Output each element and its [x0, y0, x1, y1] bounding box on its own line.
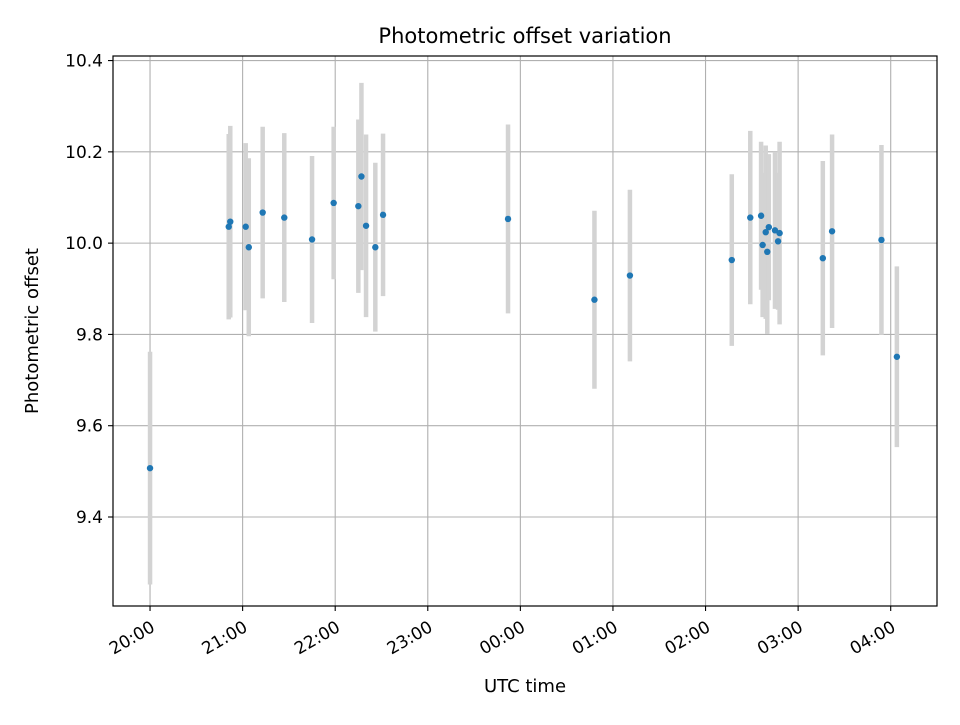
data-point: [591, 296, 598, 303]
y-tick-label: 10.4: [65, 52, 103, 72]
data-point: [358, 173, 365, 180]
y-axis-label: Photometric offset: [22, 248, 43, 414]
data-point: [504, 215, 512, 223]
data-point: [878, 236, 885, 244]
data-point: [355, 202, 362, 210]
data-point: [225, 223, 232, 230]
x-axis-label: UTC time: [484, 676, 566, 697]
chart-title: Photometric offset variation: [378, 24, 671, 48]
y-tick-label: 10.0: [65, 234, 103, 254]
data-point: [372, 244, 379, 251]
data-point: [242, 223, 249, 230]
data-points: [146, 173, 901, 472]
data-point: [893, 353, 901, 360]
data-point: [227, 218, 234, 225]
data-point: [759, 241, 766, 249]
plot-frame: [112, 55, 938, 607]
y-tick-label: 10.2: [65, 143, 103, 163]
data-point: [362, 222, 370, 229]
data-point: [757, 212, 765, 219]
data-point: [819, 254, 827, 262]
data-point: [308, 236, 316, 243]
data-point: [762, 228, 769, 236]
data-point: [259, 209, 266, 216]
data-point: [776, 229, 783, 237]
data-point: [728, 256, 735, 264]
data-point: [747, 214, 754, 221]
data-point: [764, 248, 771, 256]
data-point: [828, 228, 836, 235]
data-point: [146, 464, 154, 472]
data-point: [774, 238, 782, 245]
data-point: [771, 227, 779, 234]
data-point: [765, 223, 773, 231]
data-point: [245, 244, 252, 251]
data-point: [379, 211, 387, 219]
y-tick-label: 9.4: [76, 508, 103, 528]
y-tick-label: 9.8: [76, 325, 103, 345]
data-point: [626, 272, 634, 279]
data-point: [330, 199, 337, 207]
y-tick-label: 9.6: [76, 417, 103, 437]
data-point: [281, 214, 288, 221]
